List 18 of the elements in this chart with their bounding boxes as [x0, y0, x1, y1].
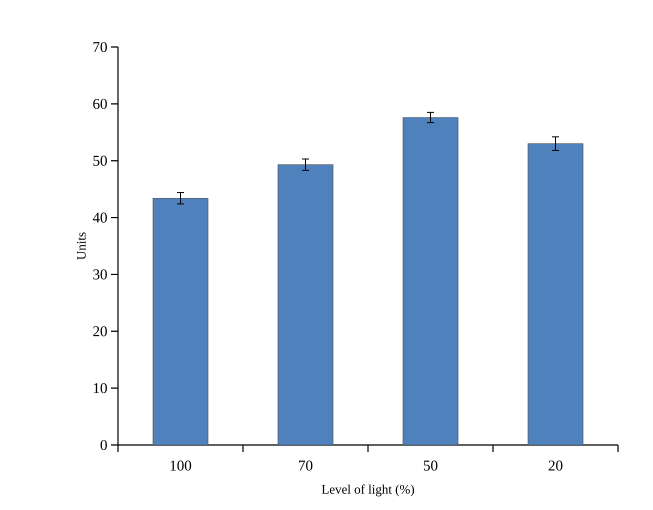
y-tick-label: 60	[93, 98, 107, 109]
y-tick-label: 30	[93, 269, 107, 280]
y-axis-title: Units	[76, 232, 86, 260]
y-tick-label: 40	[92, 212, 107, 223]
bar	[152, 198, 208, 445]
x-tick-label: 100	[170, 460, 192, 471]
y-tick-label: 50	[93, 156, 107, 166]
x-tick-label: 50	[424, 460, 438, 471]
y-tick-label: 70	[94, 42, 107, 52]
bar	[528, 143, 584, 445]
x-tick-label: 20	[548, 460, 562, 471]
bar	[402, 117, 458, 445]
y-tick-label: 0	[100, 440, 107, 450]
x-tick-label: 70	[299, 460, 312, 471]
y-tick-label: 20	[93, 326, 107, 336]
bar	[278, 164, 334, 445]
y-tick-label: 10	[94, 383, 107, 394]
x-axis-title: Level of light (%)	[322, 484, 414, 496]
